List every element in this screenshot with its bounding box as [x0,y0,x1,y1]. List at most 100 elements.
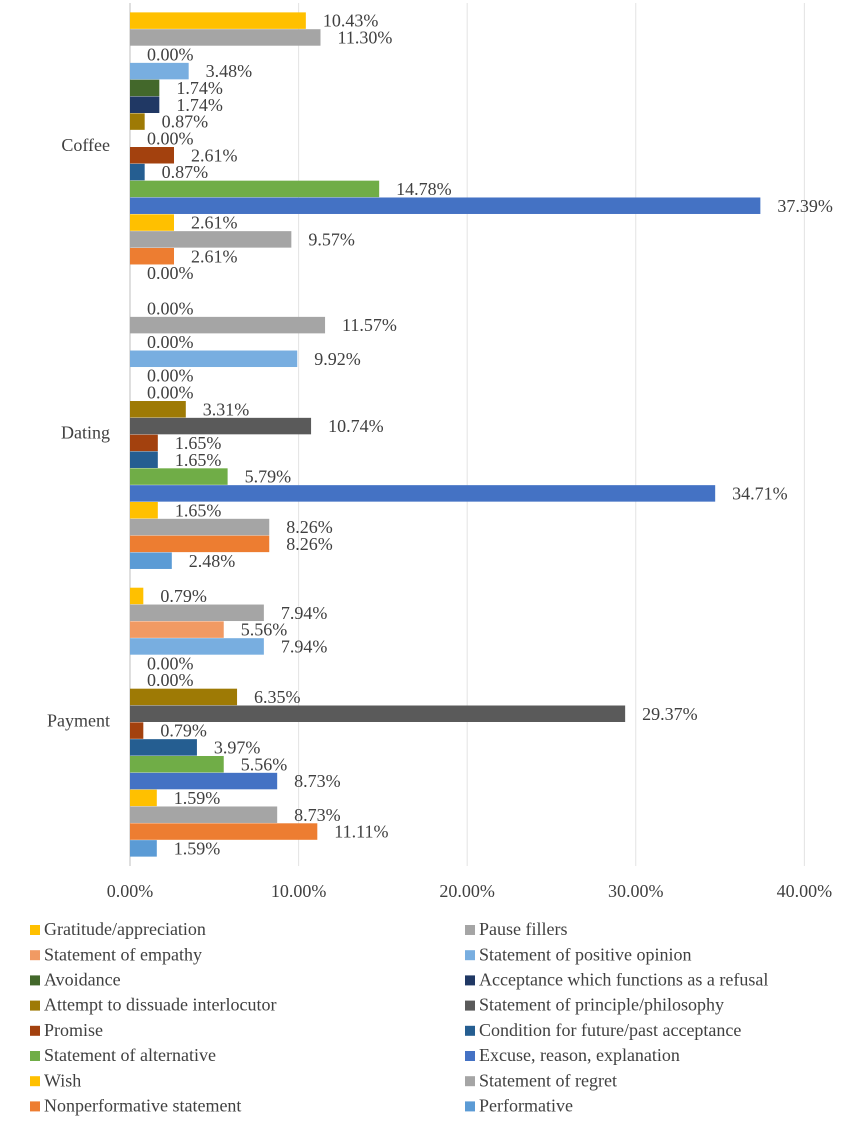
bar [130,840,157,857]
data-label: 0.00% [147,298,194,318]
legend-swatch [465,1101,475,1112]
bar [130,485,716,502]
bar [130,96,160,114]
data-label: 2.61% [191,213,238,233]
bar [130,587,144,605]
y-tick-label: Dating [61,423,110,443]
bar [130,621,224,638]
legend-label: Excuse, reason, explanation [479,1045,680,1065]
data-label: 5.56% [241,754,288,774]
x-tick-label: 30.00% [608,881,664,901]
legend-swatch [30,975,40,986]
data-label: 0.00% [147,653,194,673]
bar [130,12,306,29]
data-label: 1.59% [174,788,221,808]
legend-swatch [465,975,475,986]
data-label: 3.97% [214,738,261,758]
data-label: 1.74% [176,78,223,98]
bar [130,231,292,248]
data-label: 11.11% [334,822,388,842]
data-label: 29.37% [642,704,698,724]
legend-label: Statement of positive opinion [479,944,691,964]
data-label: 8.26% [286,517,333,537]
legend-swatch [30,925,40,935]
bar [130,401,186,418]
legend-label: Statement of alternative [44,1045,216,1065]
legend-label: Promise [44,1020,103,1040]
data-label: 8.26% [286,534,333,554]
x-tick-label: 10.00% [271,881,327,901]
data-label: 0.00% [147,366,194,386]
x-tick-label: 20.00% [439,881,495,901]
legend-swatch [30,950,40,961]
legend-label: Statement of empathy [44,944,202,964]
bar [130,350,298,368]
data-label: 34.71% [732,484,788,504]
bar [130,789,157,807]
legend-swatch [465,950,475,961]
legend-label: Nonperformative statement [44,1096,241,1116]
bar [130,113,145,130]
legend-label: Attempt to dissuade interlocutor [44,995,276,1015]
data-label: 2.48% [189,551,236,571]
data-label: 1.65% [175,450,222,470]
legend-swatch [30,1000,40,1011]
y-tick-label: Payment [47,710,110,730]
data-label: 6.35% [254,687,301,707]
data-label: 7.94% [281,637,328,657]
legend-swatch [465,1051,475,1061]
data-label: 0.00% [147,263,194,283]
legend-label: Gratitude/appreciation [44,919,206,939]
legend-swatch [30,1101,40,1112]
data-label: 3.48% [206,61,253,81]
bar [130,316,326,334]
legend-swatch [30,1051,40,1061]
legend-swatch [30,1076,40,1087]
legend-swatch [465,1000,475,1011]
legend-label: Acceptance which functions as a refusal [479,970,768,990]
data-label: 3.31% [203,399,250,419]
data-label: 10.74% [328,416,384,436]
data-label: 2.61% [191,246,238,266]
data-label: 1.74% [176,95,223,115]
data-label: 2.61% [191,145,238,165]
bar [130,147,175,164]
legend-swatch [465,1076,475,1087]
bar [130,468,228,485]
bar [130,434,158,452]
data-label: 0.00% [147,383,194,403]
bar [130,62,189,80]
data-label: 0.79% [160,586,207,606]
legend-swatch [465,1025,475,1036]
data-label: 0.87% [162,112,209,132]
y-tick-label: Coffee [61,135,110,155]
bar [130,604,264,622]
data-label: 11.57% [342,315,397,335]
bar [130,739,197,756]
bar [130,451,158,468]
bar [130,417,312,435]
data-label: 14.78% [396,179,452,199]
x-tick-label: 40.00% [777,881,833,901]
bar [130,755,224,773]
data-label: 5.79% [245,467,292,487]
bar [130,197,761,214]
bar [130,214,175,231]
bar [130,29,321,46]
bar [130,247,175,265]
bar [130,705,626,722]
legend-label: Pause fillers [479,919,567,939]
data-label: 0.00% [147,670,194,690]
bar [130,806,278,823]
bar [130,772,278,790]
bar [130,722,144,739]
bar [130,163,145,181]
data-label: 7.94% [281,603,328,623]
data-label: 9.92% [314,349,361,369]
legend-swatch [465,925,475,935]
data-label: 0.00% [147,44,194,64]
bar [130,501,158,519]
data-label: 11.30% [338,28,393,48]
data-label: 0.00% [147,129,194,149]
